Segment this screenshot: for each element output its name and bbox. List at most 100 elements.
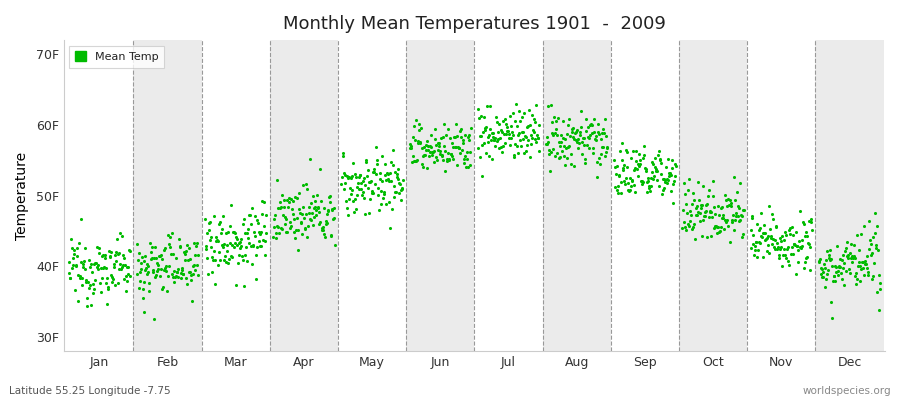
Point bbox=[278, 214, 293, 220]
Point bbox=[95, 252, 110, 258]
Point bbox=[494, 144, 508, 150]
Point bbox=[435, 151, 449, 158]
Point bbox=[228, 240, 242, 246]
Point bbox=[132, 285, 147, 292]
Point bbox=[641, 178, 655, 184]
Point bbox=[284, 222, 298, 229]
Point bbox=[114, 233, 129, 239]
Point bbox=[815, 269, 830, 276]
Point bbox=[288, 235, 302, 242]
Point bbox=[387, 194, 401, 200]
Point bbox=[172, 244, 186, 250]
Point bbox=[457, 132, 472, 138]
Point bbox=[231, 252, 246, 259]
Point bbox=[460, 156, 474, 162]
Point bbox=[419, 142, 434, 148]
Point bbox=[357, 195, 372, 201]
Point bbox=[446, 143, 460, 150]
Point bbox=[541, 139, 555, 145]
Point bbox=[451, 144, 465, 150]
Point bbox=[148, 244, 162, 250]
Point bbox=[800, 233, 814, 240]
Point bbox=[65, 265, 79, 272]
Point bbox=[102, 248, 116, 254]
Point bbox=[76, 264, 90, 270]
Point bbox=[478, 126, 492, 133]
Point bbox=[130, 270, 145, 277]
Point bbox=[734, 180, 748, 186]
Point bbox=[439, 132, 454, 138]
Point bbox=[202, 227, 216, 234]
Point bbox=[558, 136, 572, 142]
Point bbox=[370, 160, 384, 167]
Point bbox=[140, 261, 154, 268]
Point bbox=[132, 278, 147, 284]
Point bbox=[326, 216, 340, 222]
Point bbox=[514, 142, 528, 149]
Point bbox=[576, 135, 590, 141]
Point bbox=[346, 198, 360, 204]
Point bbox=[828, 278, 842, 284]
Point bbox=[769, 223, 783, 229]
Point bbox=[703, 208, 717, 214]
Point bbox=[459, 148, 473, 155]
Point bbox=[177, 257, 192, 263]
Point bbox=[380, 170, 394, 176]
Point bbox=[709, 222, 724, 229]
Point bbox=[634, 180, 649, 187]
Point bbox=[817, 264, 832, 271]
Point bbox=[558, 162, 572, 169]
Point bbox=[154, 266, 168, 272]
Point bbox=[504, 134, 518, 141]
Point bbox=[89, 260, 104, 266]
Point bbox=[183, 268, 197, 275]
Point bbox=[299, 211, 313, 217]
Point bbox=[696, 183, 710, 189]
Point bbox=[820, 271, 834, 278]
Point bbox=[291, 247, 305, 253]
Point bbox=[539, 134, 554, 140]
Point bbox=[462, 136, 476, 143]
Point bbox=[652, 157, 667, 164]
Point bbox=[425, 152, 439, 158]
Point bbox=[376, 189, 391, 196]
Point bbox=[94, 265, 108, 271]
Point bbox=[148, 255, 163, 261]
Point bbox=[818, 284, 832, 290]
Point bbox=[318, 233, 332, 240]
Point bbox=[254, 242, 268, 249]
Point bbox=[368, 181, 382, 187]
Point bbox=[245, 261, 259, 267]
Point bbox=[405, 134, 419, 140]
Point bbox=[868, 230, 882, 236]
Point bbox=[824, 263, 839, 269]
Point bbox=[532, 148, 546, 154]
Point bbox=[776, 252, 790, 258]
Point bbox=[837, 260, 851, 266]
Point bbox=[141, 263, 156, 269]
Point bbox=[627, 189, 642, 195]
Point bbox=[317, 204, 331, 211]
Point bbox=[861, 218, 876, 224]
Point bbox=[314, 198, 328, 204]
Point bbox=[490, 138, 504, 144]
Point bbox=[300, 186, 314, 192]
Point bbox=[247, 242, 261, 248]
Point bbox=[826, 278, 841, 284]
Point bbox=[463, 132, 477, 138]
Point bbox=[511, 108, 526, 114]
Point bbox=[524, 141, 538, 148]
Point bbox=[510, 131, 525, 138]
Point bbox=[62, 259, 77, 266]
Point bbox=[449, 144, 464, 150]
Point bbox=[243, 243, 257, 249]
Point bbox=[562, 116, 577, 122]
Bar bbox=[815, 40, 884, 351]
Point bbox=[681, 223, 696, 229]
Point bbox=[437, 148, 452, 154]
Point bbox=[521, 122, 535, 129]
Point bbox=[865, 276, 879, 282]
Point bbox=[365, 190, 380, 196]
Point bbox=[240, 226, 255, 232]
Point bbox=[123, 273, 138, 279]
